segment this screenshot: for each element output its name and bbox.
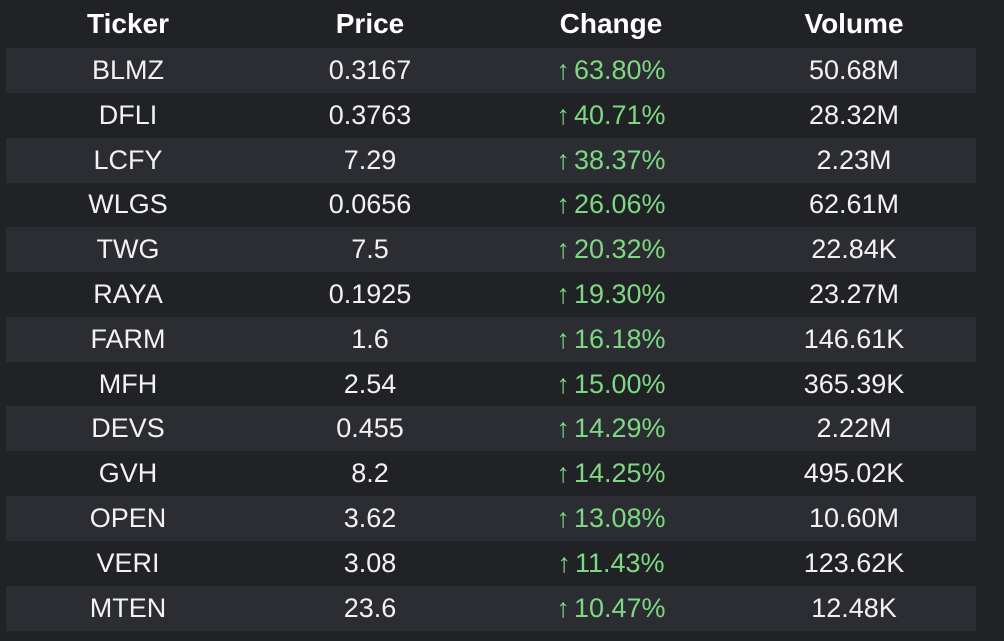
- arrow-up-icon: ↑: [556, 234, 570, 265]
- price-cell: 0.0656: [328, 189, 412, 220]
- volume-cell: 495.02K: [803, 458, 905, 489]
- arrow-up-icon: ↑: [556, 189, 570, 220]
- arrow-up-icon: ↑: [556, 503, 570, 533]
- table-row[interactable]: LCFY 7.29 ↑ 38.37% 2.23M: [6, 137, 976, 183]
- arrow-up-icon: ↑: [556, 99, 570, 130]
- price-cell: 7.5: [351, 234, 389, 265]
- change-cell: ↑ 40.71%: [490, 93, 732, 138]
- ticker-cell: RAYA: [93, 279, 163, 309]
- arrow-up-icon: ↑: [556, 279, 570, 309]
- change-value: 63.80%: [573, 55, 666, 85]
- change-cell: ↑ 20.32%: [490, 227, 732, 272]
- volume-cell: 23.27M: [808, 279, 900, 309]
- price-cell: 0.1925: [328, 279, 412, 309]
- ticker-cell: OPEN: [89, 503, 167, 533]
- column-header-change[interactable]: Change: [559, 8, 663, 39]
- change-value: 38.37%: [573, 144, 666, 175]
- table-row[interactable]: WLGS 0.0656 ↑ 26.06% 62.61M: [6, 182, 976, 227]
- change-value: 15.00%: [573, 368, 666, 399]
- change-cell: ↑ 10.47%: [490, 586, 732, 631]
- change-cell: ↑ 16.18%: [490, 317, 732, 362]
- table-row[interactable]: MFH 2.54 ↑ 15.00% 365.39K: [6, 362, 976, 407]
- table-row[interactable]: FARM 1.6 ↑ 16.18% 146.61K: [6, 316, 976, 362]
- change-value: 19.30%: [573, 279, 666, 309]
- volume-cell: 365.39K: [803, 368, 905, 399]
- change-value: 40.71%: [573, 99, 666, 130]
- volume-cell: 50.68M: [808, 55, 900, 85]
- change-value: 14.25%: [573, 458, 666, 489]
- change-cell: ↑ 14.25%: [490, 451, 732, 496]
- column-header-volume[interactable]: Volume: [804, 8, 904, 39]
- ticker-cell: GVH: [98, 458, 158, 489]
- volume-cell: 62.61M: [808, 189, 900, 220]
- change-cell: ↑ 15.00%: [490, 362, 732, 407]
- change-value: 11.43%: [574, 547, 665, 578]
- ticker-cell: TWG: [96, 234, 160, 265]
- volume-cell: 123.62K: [803, 547, 905, 578]
- change-value: 26.06%: [573, 189, 666, 220]
- column-header-ticker[interactable]: Ticker: [87, 8, 169, 39]
- price-cell: 0.3763: [328, 99, 412, 130]
- volume-cell: 12.48K: [811, 592, 897, 623]
- table-row[interactable]: GVH 8.2 ↑ 14.25% 495.02K: [6, 451, 976, 496]
- arrow-up-icon: ↑: [556, 413, 570, 444]
- change-value: 16.18%: [573, 323, 666, 354]
- price-cell: 1.6: [351, 323, 389, 354]
- table-row[interactable]: TWG 7.5 ↑ 20.32% 22.84K: [6, 227, 976, 273]
- arrow-up-icon: ↑: [556, 55, 570, 85]
- change-cell: ↑ 11.43%: [490, 541, 732, 586]
- volume-cell: 2.23M: [816, 144, 892, 175]
- change-value: 13.08%: [573, 503, 666, 533]
- price-cell: 2.54: [343, 368, 397, 399]
- arrow-up-icon: ↑: [556, 458, 570, 489]
- arrow-up-icon: ↑: [557, 547, 571, 578]
- price-cell: 3.08: [343, 547, 397, 578]
- change-value: 14.29%: [573, 413, 666, 444]
- arrow-up-icon: ↑: [556, 144, 570, 175]
- ticker-cell: DEVS: [91, 413, 165, 444]
- volume-cell: 2.22M: [816, 413, 892, 444]
- change-value: 20.32%: [573, 234, 666, 265]
- price-cell: 0.455: [336, 413, 404, 444]
- change-cell: ↑ 14.29%: [490, 406, 732, 451]
- ticker-cell: MTEN: [89, 592, 167, 623]
- ticker-cell: FARM: [90, 323, 166, 354]
- table-row[interactable]: DEVS 0.455 ↑ 14.29% 2.22M: [6, 406, 976, 452]
- ticker-cell: LCFY: [93, 144, 163, 175]
- table-row[interactable]: MTEN 23.6 ↑ 10.47% 12.48K: [6, 585, 976, 631]
- volume-cell: 10.60M: [808, 503, 900, 533]
- price-cell: 3.62: [343, 503, 397, 533]
- change-cell: ↑ 26.06%: [490, 182, 732, 227]
- change-value: 10.47%: [573, 592, 666, 623]
- ticker-cell: BLMZ: [91, 55, 164, 85]
- ticker-cell: DFLI: [98, 99, 158, 130]
- arrow-up-icon: ↑: [556, 368, 570, 399]
- table-row[interactable]: BLMZ 0.3167 ↑ 63.80% 50.68M: [6, 48, 976, 93]
- volume-cell: 146.61K: [803, 323, 905, 354]
- table-row[interactable]: VERI 3.08 ↑ 11.43% 123.62K: [6, 541, 976, 586]
- price-cell: 7.29: [343, 144, 397, 175]
- volume-cell: 22.84K: [811, 234, 897, 265]
- change-cell: ↑ 63.80%: [490, 48, 732, 93]
- change-cell: ↑ 13.08%: [490, 496, 732, 541]
- price-cell: 0.3167: [328, 55, 412, 85]
- ticker-cell: WLGS: [88, 189, 168, 220]
- table-row[interactable]: RAYA 0.1925 ↑ 19.30% 23.27M: [6, 272, 976, 317]
- column-header-price[interactable]: Price: [335, 8, 405, 39]
- price-cell: 8.2: [351, 458, 389, 489]
- arrow-up-icon: ↑: [556, 592, 570, 623]
- table-row[interactable]: DFLI 0.3763 ↑ 40.71% 28.32M: [6, 93, 976, 138]
- volume-cell: 28.32M: [808, 99, 900, 130]
- ticker-cell: MFH: [98, 368, 158, 399]
- table-header: Ticker Price Change Volume: [6, 0, 976, 48]
- table-row[interactable]: OPEN 3.62 ↑ 13.08% 10.60M: [6, 496, 976, 541]
- price-cell: 23.6: [343, 592, 397, 623]
- change-cell: ↑ 19.30%: [490, 272, 732, 317]
- ticker-cell: VERI: [96, 547, 160, 578]
- change-cell: ↑ 38.37%: [490, 138, 732, 183]
- arrow-up-icon: ↑: [556, 323, 570, 354]
